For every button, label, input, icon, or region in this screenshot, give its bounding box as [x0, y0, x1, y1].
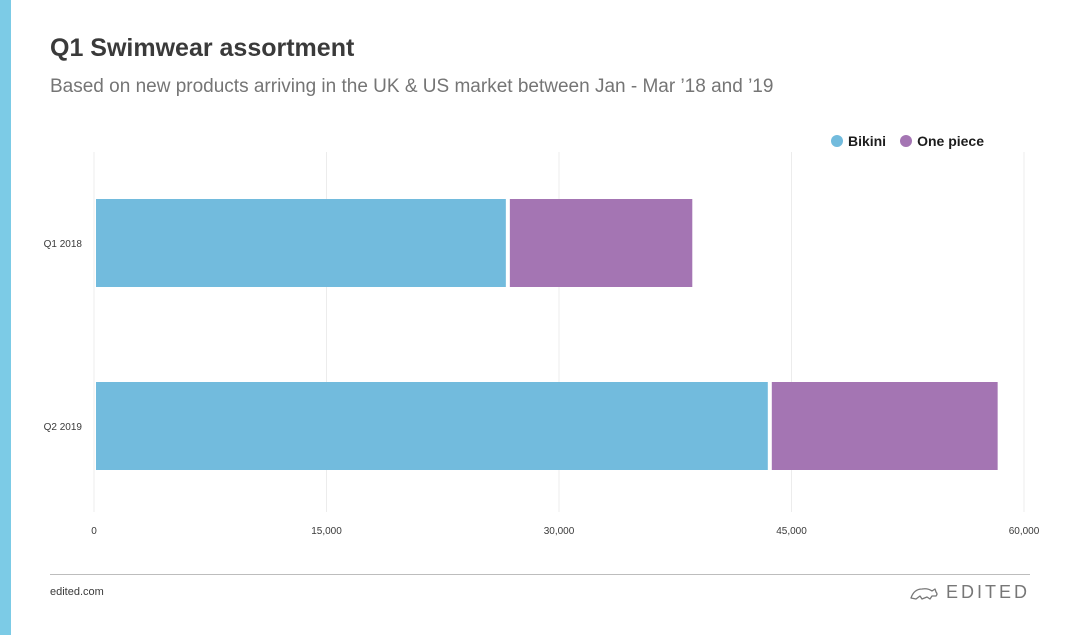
- bar-one-piece-0: [509, 199, 693, 287]
- bar-bikini-1: [96, 382, 768, 470]
- legend-label-one-piece: One piece: [917, 133, 984, 149]
- chart-title: Q1 Swimwear assortment: [50, 34, 355, 62]
- category-label-1: Q2 2019: [44, 422, 83, 433]
- legend-dot-bikini: [830, 135, 843, 147]
- brand-logo: EDITED: [908, 582, 1030, 603]
- accent-strip: [0, 0, 11, 635]
- polar-bear-icon: [910, 587, 938, 600]
- x-tick-label-2: 30,000: [544, 526, 575, 537]
- x-tick-label-3: 45,000: [776, 526, 807, 537]
- legend-item-one-piece[interactable]: One piece: [900, 133, 984, 149]
- category-label-0: Q1 2018: [44, 239, 83, 250]
- x-tick-label-0: 0: [91, 526, 97, 537]
- bar-bikini-0: [96, 199, 506, 287]
- x-tick-label-4: 60,000: [1009, 526, 1040, 537]
- x-tick-label-1: 15,000: [311, 526, 342, 537]
- footer-divider: [50, 574, 1030, 575]
- legend: Bikini One piece: [830, 133, 984, 149]
- legend-label-bikini: Bikini: [847, 133, 887, 149]
- chart-subtitle: Based on new products arriving in the UK…: [50, 76, 774, 97]
- brand-wordmark: EDITED: [945, 582, 1030, 602]
- legend-dot-one-piece: [900, 135, 913, 147]
- bar-one-piece-1: [771, 382, 998, 470]
- legend-item-bikini[interactable]: Bikini: [830, 133, 887, 149]
- footer-source[interactable]: edited.com: [50, 586, 104, 598]
